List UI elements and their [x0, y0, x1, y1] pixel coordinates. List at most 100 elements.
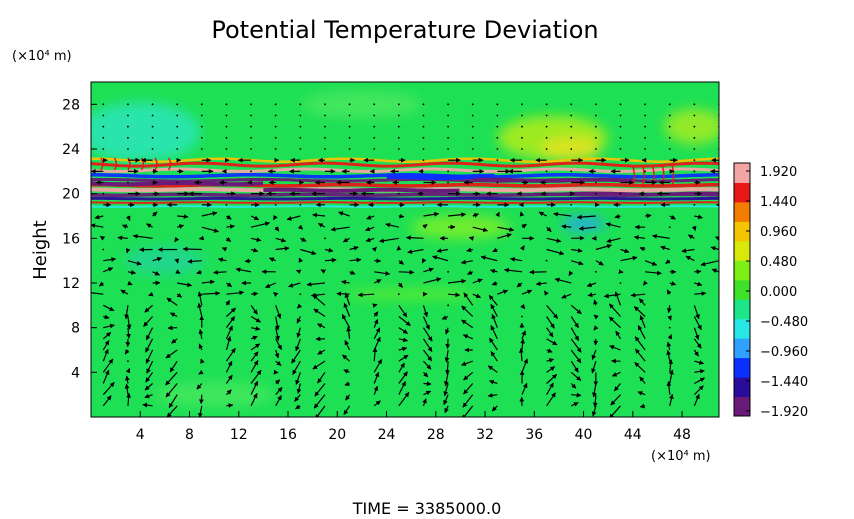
wind-vector	[448, 292, 461, 298]
wind-vector	[398, 213, 405, 219]
wind-vector-dot	[545, 148, 548, 150]
wind-vector	[398, 269, 415, 275]
wind-vector	[217, 257, 227, 263]
wind-vector	[518, 347, 524, 362]
wind-vector	[226, 403, 234, 408]
wind-vector-dot	[693, 125, 696, 128]
wind-vector-dot	[299, 293, 302, 296]
wind-vector	[693, 305, 700, 320]
wind-vector	[694, 377, 705, 385]
wind-vector	[346, 326, 351, 339]
wind-vector-dot	[127, 181, 129, 184]
wind-vector-dot	[102, 248, 105, 251]
temperature-band	[534, 191, 719, 196]
wind-vector	[146, 360, 154, 374]
temperature-band	[91, 192, 719, 197]
wind-vector-dot	[422, 203, 425, 206]
wind-vector	[201, 226, 219, 233]
wind-vector-dot	[619, 114, 622, 117]
wind-vector-dot	[422, 103, 425, 106]
wind-vector	[570, 316, 579, 329]
wind-vector	[645, 270, 662, 276]
wind-vector	[568, 270, 574, 277]
wind-vector	[324, 247, 334, 253]
wind-vector-dot	[200, 103, 203, 106]
wind-vector-dot	[594, 181, 597, 184]
wind-vector	[317, 371, 326, 384]
wind-vector	[445, 338, 451, 349]
wind-vector	[94, 214, 104, 220]
wind-vector	[423, 381, 432, 387]
wind-vector	[633, 235, 646, 240]
wind-vector-dot	[570, 203, 573, 206]
wind-vector	[710, 246, 719, 251]
wind-vector-dot	[225, 114, 228, 117]
wind-vector-dot	[545, 103, 548, 106]
wind-vector	[226, 389, 232, 396]
wind-vector	[645, 213, 652, 219]
colorbar-swatch	[734, 163, 750, 183]
wind-vector	[460, 259, 473, 265]
wind-vector	[718, 361, 719, 363]
wind-vector	[614, 214, 621, 219]
wind-vector-dot	[619, 136, 622, 139]
wind-vector-dot	[545, 114, 548, 117]
wind-vector	[570, 327, 580, 342]
wind-vector	[422, 223, 428, 229]
wind-vector	[630, 292, 646, 298]
wind-vector	[637, 391, 646, 396]
wind-vector	[365, 226, 375, 232]
wind-vector	[398, 259, 404, 265]
wind-vector	[448, 212, 467, 218]
wind-vector-dot	[644, 203, 647, 206]
wind-vector-dot	[348, 148, 351, 150]
wind-vector-dot	[594, 125, 597, 128]
wind-vector	[608, 316, 621, 329]
wind-vector	[570, 338, 582, 353]
wind-vector	[546, 304, 559, 319]
wind-vector	[196, 383, 203, 390]
wind-vector	[422, 349, 433, 362]
wind-vector	[292, 360, 301, 375]
wind-vector	[472, 226, 488, 233]
wind-vector-dot	[619, 192, 622, 195]
wind-vector	[124, 305, 129, 320]
wind-vector	[510, 257, 523, 262]
wind-vector	[145, 371, 154, 383]
wind-vector	[102, 348, 109, 362]
wind-vector	[538, 211, 547, 217]
wind-vector	[103, 323, 115, 329]
wind-vector	[296, 327, 301, 338]
wind-vector-dot	[471, 114, 474, 117]
wind-vector	[143, 316, 154, 327]
wind-vector	[343, 369, 350, 374]
wind-vector-dot	[274, 203, 277, 206]
wind-vector-dot	[250, 114, 252, 117]
wind-vector	[349, 257, 362, 263]
wind-vector-dot	[274, 103, 277, 106]
wind-vector	[398, 337, 409, 343]
wind-vector	[291, 349, 301, 364]
wind-vector	[487, 393, 498, 398]
wind-vector-dot	[348, 114, 351, 117]
wind-vector-dot	[496, 159, 499, 162]
wind-vector	[317, 323, 326, 329]
wind-vector	[614, 291, 622, 306]
wind-vector-dot	[447, 103, 449, 106]
wind-vector-dot	[299, 203, 302, 206]
wind-vector	[371, 246, 377, 252]
wind-vector	[639, 376, 646, 384]
wind-vector-dot	[644, 170, 647, 173]
wind-vector	[461, 319, 474, 329]
wind-vector	[497, 226, 515, 232]
temperature-band	[91, 196, 719, 201]
x-tick-label: 24	[378, 427, 396, 443]
wind-vector	[320, 269, 326, 274]
wind-vector	[519, 245, 525, 251]
wave-ripple	[641, 165, 645, 186]
wind-vector	[250, 315, 261, 323]
wind-vector	[99, 235, 106, 241]
wind-vector-dot	[176, 103, 179, 106]
wind-vector	[125, 215, 131, 221]
wind-vector-dot	[570, 136, 573, 139]
